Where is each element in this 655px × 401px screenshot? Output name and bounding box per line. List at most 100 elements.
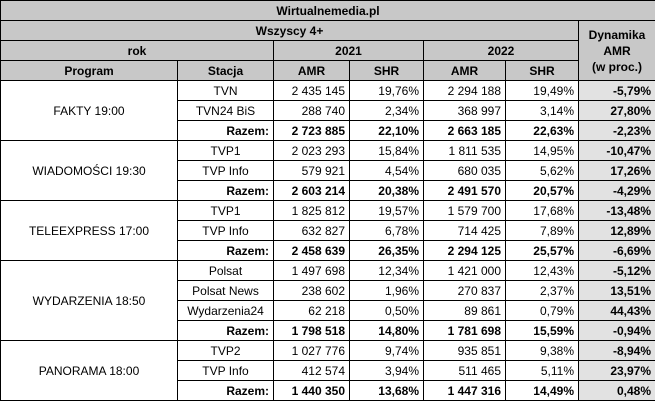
station-cell: TVP1 — [177, 140, 274, 161]
shr-2022-cell: 9,38% — [505, 340, 579, 361]
shr-2022-cell: 22,63% — [505, 120, 579, 141]
shr-2021-cell: 0,50% — [349, 300, 424, 321]
shr-2021-cell: 2,34% — [349, 100, 424, 121]
shr-2021-cell: 6,78% — [349, 220, 424, 241]
shr-2022-cell: 5,11% — [505, 360, 579, 381]
amr-2021-cell: 1 497 698 — [273, 260, 350, 281]
station-cell: Razem: — [177, 180, 274, 201]
amr-2022-cell: 2 663 185 — [423, 120, 506, 141]
station-cell: TVP2 — [177, 340, 274, 361]
station-cell: TVN24 BiS — [177, 100, 274, 121]
shr-2021-cell: 9,74% — [349, 340, 424, 361]
program-name: WYDARZENIA 18:50 — [0, 260, 178, 341]
shr-2021-cell: 3,94% — [349, 360, 424, 381]
amr-2021-cell: 2 603 214 — [273, 180, 350, 201]
program-name: PANORAMA 18:00 — [0, 340, 178, 401]
station-cell: TVP Info — [177, 160, 274, 181]
dynamics-cell: -8,94% — [577, 340, 655, 361]
program-name: WIADOMOŚCI 19:30 — [0, 140, 178, 201]
site-title: Wirtualnemedia.pl — [0, 0, 655, 21]
audience-label: Wszyscy 4+ — [0, 20, 579, 41]
shr-2022-cell: 25,57% — [505, 240, 579, 261]
dynamics-cell: -4,29% — [577, 180, 655, 201]
audience-row: Wszyscy 4+ Dynamika AMR (w proc.) — [0, 20, 655, 81]
shr-2022-cell: 0,79% — [505, 300, 579, 321]
amr-2021-cell: 1 825 812 — [273, 200, 350, 221]
total-row: Razem: 2 458 639 26,35% 2 294 125 25,57% -6,6… — [1, 240, 655, 261]
amr-2022-cell: 1 811 535 — [423, 140, 506, 161]
station-cell: Polsat — [177, 260, 274, 281]
shr-2021-cell: 12,34% — [349, 260, 424, 281]
shr-2021-cell: 1,96% — [349, 280, 424, 301]
dynamics-header-line-2: AMR — [603, 43, 631, 58]
amr-2021-column-header: AMR — [273, 60, 350, 81]
shr-2022-cell: 12,43% — [505, 260, 579, 281]
amr-2022-cell: 511 465 — [423, 360, 506, 381]
dynamics-cell: 23,97% — [577, 360, 655, 381]
shr-2022-column-header: SHR — [505, 60, 579, 81]
table-row: TVN24 BiS 288 740 2,34% 368 997 3,14% 27,80% — [1, 100, 655, 121]
shr-2022-cell: 2,37% — [505, 280, 579, 301]
shr-2021-cell: 13,68% — [349, 380, 424, 401]
amr-2022-cell: 1 781 698 — [423, 320, 506, 341]
year-2022-header: 2022 — [423, 40, 579, 61]
amr-2022-cell: 2 294 188 — [423, 80, 506, 101]
year-row: rok 2021 2022 — [0, 40, 655, 61]
dynamics-cell: 17,26% — [577, 160, 655, 181]
shr-2021-cell: 14,80% — [349, 320, 424, 341]
dynamics-cell: 27,80% — [577, 100, 655, 121]
station-cell: Polsat News — [177, 280, 274, 301]
amr-2021-cell: 579 921 — [273, 160, 350, 181]
shr-2022-cell: 15,59% — [505, 320, 579, 341]
shr-2021-cell: 20,38% — [349, 180, 424, 201]
dynamics-cell: -5,79% — [577, 80, 655, 101]
amr-2021-cell: 1 798 518 — [273, 320, 350, 341]
table-row: TVP Info 412 574 3,94% 511 465 5,11% 23,97% — [1, 360, 655, 381]
amr-2022-cell: 270 837 — [423, 280, 506, 301]
amr-2022-cell: 1 579 700 — [423, 200, 506, 221]
amr-2021-cell: 62 218 — [273, 300, 350, 321]
amr-2021-cell: 1 440 350 — [273, 380, 350, 401]
amr-2022-cell: 1 447 316 — [423, 380, 506, 401]
amr-2021-cell: 2 458 639 — [273, 240, 350, 261]
amr-2021-cell: 412 574 — [273, 360, 350, 381]
shr-2022-cell: 7,89% — [505, 220, 579, 241]
amr-2021-cell: 2 023 293 — [273, 140, 350, 161]
amr-2022-cell: 368 997 — [423, 100, 506, 121]
shr-2022-cell: 3,14% — [505, 100, 579, 121]
amr-2021-cell: 2 435 145 — [273, 80, 350, 101]
amr-2022-cell: 1 421 000 — [423, 260, 506, 281]
shr-2021-cell: 4,54% — [349, 160, 424, 181]
dynamics-header-line-3: (w proc.) — [592, 59, 643, 74]
amr-2022-cell: 2 294 125 — [423, 240, 506, 261]
year-2021-header: 2021 — [273, 40, 424, 61]
amr-2021-cell: 1 027 776 — [273, 340, 350, 361]
shr-2022-cell: 14,95% — [505, 140, 579, 161]
dynamics-header-line-1: Dynamika — [588, 27, 646, 42]
table-row: WIADOMOŚCI 19:30 TVP1 2 023 293 15,84% 1 811… — [0, 140, 655, 201]
dynamics-cell: -10,47% — [577, 140, 655, 161]
program-column-header: Program — [0, 60, 178, 81]
dynamics-cell: -2,23% — [577, 120, 655, 141]
table-row: PANORAMA 18:00 TVP2 1 027 776 9,74% 935 851 9… — [0, 340, 655, 401]
station-cell: TVP Info — [177, 360, 274, 381]
amr-2022-cell: 89 861 — [423, 300, 506, 321]
amr-2021-cell: 2 723 885 — [273, 120, 350, 141]
station-cell: TVN — [177, 80, 274, 101]
dynamics-cell: -0,94% — [577, 320, 655, 341]
station-cell: Razem: — [177, 320, 274, 341]
shr-2022-cell: 5,62% — [505, 160, 579, 181]
shr-2021-cell: 26,35% — [349, 240, 424, 261]
program-name: TELEEXPRESS 17:00 — [0, 200, 178, 261]
dynamics-cell: -5,12% — [577, 260, 655, 281]
total-row: Razem: 2 603 214 20,38% 2 491 570 20,57% -4,2… — [1, 180, 655, 201]
amr-2022-cell: 680 035 — [423, 160, 506, 181]
year-label: rok — [0, 40, 274, 61]
shr-2021-cell: 19,76% — [349, 80, 424, 101]
amr-2021-cell: 238 602 — [273, 280, 350, 301]
dynamics-cell: 13,51% — [577, 280, 655, 301]
station-cell: Wydarzenia24 — [177, 300, 274, 321]
amr-2022-cell: 935 851 — [423, 340, 506, 361]
amr-2021-cell: 632 827 — [273, 220, 350, 241]
